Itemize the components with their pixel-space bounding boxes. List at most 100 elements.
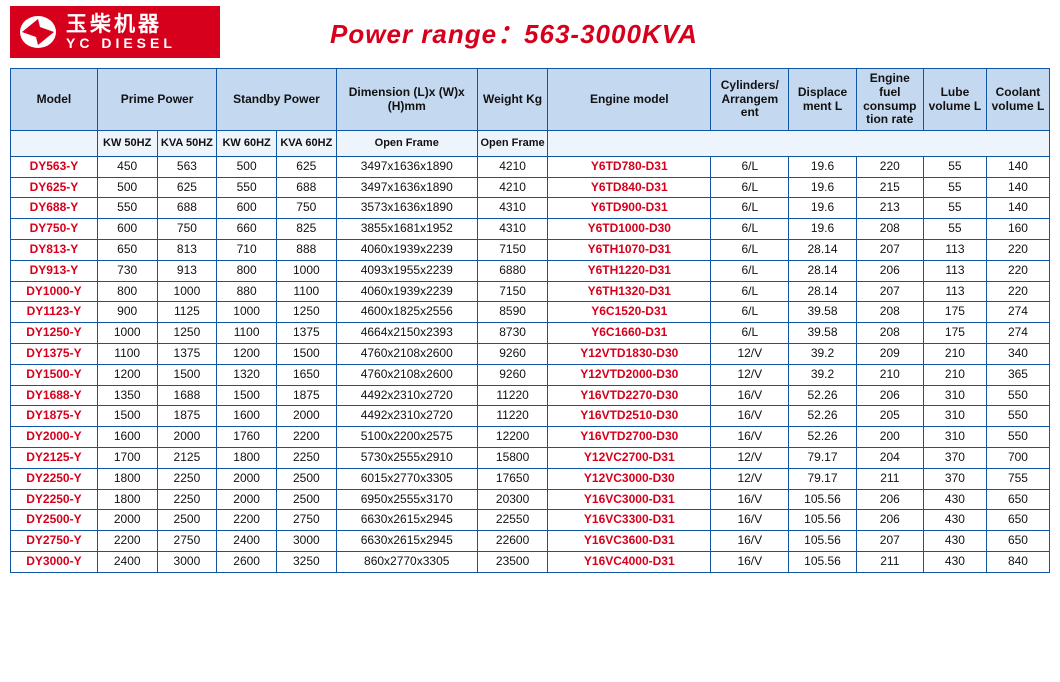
cell-dim: 860x2770x3305 (336, 551, 477, 572)
cell-dim: 4060x1939x2239 (336, 240, 477, 261)
table-row: DY1000-Y800100088011004060x1939x22397150… (11, 281, 1050, 302)
cell-kva50: 2250 (157, 468, 217, 489)
cell-lube: 210 (923, 364, 986, 385)
cell-cool: 140 (986, 156, 1049, 177)
cell-kw50: 900 (97, 302, 157, 323)
cell-kw50: 1100 (97, 344, 157, 365)
th-wt: Weight Kg (477, 69, 548, 131)
cell-disp: 19.6 (789, 198, 856, 219)
cell-fuel: 207 (856, 240, 923, 261)
th-openframe2: Open Frame (477, 131, 548, 157)
cell-fuel: 213 (856, 198, 923, 219)
cell-dim: 4060x1939x2239 (336, 281, 477, 302)
cell-kva50: 3000 (157, 551, 217, 572)
cell-fuel: 200 (856, 427, 923, 448)
cell-lube: 55 (923, 177, 986, 198)
cell-kva60: 3000 (276, 531, 336, 552)
th-engine: Engine model (548, 69, 711, 131)
cell-kva60: 1000 (276, 260, 336, 281)
table-row: DY1688-Y13501688150018754492x2310x272011… (11, 385, 1050, 406)
cell-kva50: 1125 (157, 302, 217, 323)
cell-model: DY813-Y (11, 240, 98, 261)
table-subheader-row: KW 50HZ KVA 50HZ KW 60HZ KVA 60HZ Open F… (11, 131, 1050, 157)
cell-engine: Y12VTD1830-D30 (548, 344, 711, 365)
cell-fuel: 205 (856, 406, 923, 427)
cell-wt: 7150 (477, 281, 548, 302)
cell-kw50: 650 (97, 240, 157, 261)
cell-dim: 4093x1955x2239 (336, 260, 477, 281)
cell-dim: 3497x1636x1890 (336, 177, 477, 198)
cell-model: DY563-Y (11, 156, 98, 177)
cell-lube: 113 (923, 240, 986, 261)
cell-lube: 430 (923, 551, 986, 572)
cell-dim: 6630x2615x2945 (336, 510, 477, 531)
cell-kva60: 1650 (276, 364, 336, 385)
cell-cool: 220 (986, 260, 1049, 281)
table-row: DY2250-Y18002250200025006015x2770x330517… (11, 468, 1050, 489)
cell-kw60: 710 (217, 240, 277, 261)
cell-engine: Y6TD1000-D30 (548, 219, 711, 240)
cell-kw60: 2600 (217, 551, 277, 572)
cell-model: DY2125-Y (11, 447, 98, 468)
cell-engine: Y16VC3600-D31 (548, 531, 711, 552)
cell-kva50: 1375 (157, 344, 217, 365)
cell-kva60: 625 (276, 156, 336, 177)
cell-lube: 210 (923, 344, 986, 365)
cell-dim: 4760x2108x2600 (336, 344, 477, 365)
cell-cyl: 12/V (711, 364, 789, 385)
cell-dim: 6015x2770x3305 (336, 468, 477, 489)
cell-kw50: 1600 (97, 427, 157, 448)
cell-dim: 3855x1681x1952 (336, 219, 477, 240)
cell-disp: 28.14 (789, 240, 856, 261)
cell-cyl: 6/L (711, 219, 789, 240)
th-model: Model (11, 69, 98, 131)
cell-cyl: 6/L (711, 302, 789, 323)
cell-wt: 8730 (477, 323, 548, 344)
cell-fuel: 206 (856, 385, 923, 406)
cell-cyl: 16/V (711, 427, 789, 448)
cell-kw60: 1320 (217, 364, 277, 385)
cell-lube: 175 (923, 302, 986, 323)
cell-engine: Y6TH1070-D31 (548, 240, 711, 261)
cell-kw50: 1350 (97, 385, 157, 406)
cell-lube: 430 (923, 489, 986, 510)
cell-engine: Y6C1520-D31 (548, 302, 711, 323)
cell-kva50: 2250 (157, 489, 217, 510)
th-openframe1: Open Frame (336, 131, 477, 157)
cell-disp: 79.17 (789, 447, 856, 468)
cell-cyl: 16/V (711, 551, 789, 572)
cell-fuel: 211 (856, 551, 923, 572)
cell-kva60: 688 (276, 177, 336, 198)
cell-cyl: 6/L (711, 240, 789, 261)
cell-kva50: 1500 (157, 364, 217, 385)
cell-kw60: 1600 (217, 406, 277, 427)
table-row: DY3000-Y2400300026003250860x2770x3305235… (11, 551, 1050, 572)
th-kw60: KW 60HZ (217, 131, 277, 157)
th-kva50: KVA 50HZ (157, 131, 217, 157)
cell-cool: 140 (986, 177, 1049, 198)
cell-disp: 52.26 (789, 406, 856, 427)
table-body: DY563-Y4505635006253497x1636x18904210Y6T… (11, 156, 1050, 572)
cell-cool: 650 (986, 531, 1049, 552)
cell-cool: 340 (986, 344, 1049, 365)
cell-fuel: 206 (856, 260, 923, 281)
cell-model: DY1500-Y (11, 364, 98, 385)
cell-kw60: 1000 (217, 302, 277, 323)
cell-cool: 365 (986, 364, 1049, 385)
cell-kw50: 1800 (97, 489, 157, 510)
cell-cyl: 6/L (711, 177, 789, 198)
cell-lube: 113 (923, 281, 986, 302)
cell-engine: Y16VTD2270-D30 (548, 385, 711, 406)
cell-kva50: 2000 (157, 427, 217, 448)
cell-kw60: 1100 (217, 323, 277, 344)
cell-kw50: 730 (97, 260, 157, 281)
cell-kw60: 1500 (217, 385, 277, 406)
cell-kva50: 2500 (157, 510, 217, 531)
page: 玉柴机器 YC DIESEL Power range：563-3000KVA M… (0, 0, 1060, 583)
cell-wt: 11220 (477, 406, 548, 427)
cell-kw60: 1200 (217, 344, 277, 365)
cell-kva50: 563 (157, 156, 217, 177)
table-row: DY2750-Y22002750240030006630x2615x294522… (11, 531, 1050, 552)
table-row: DY813-Y6508137108884060x1939x22397150Y6T… (11, 240, 1050, 261)
cell-engine: Y12VC3000-D30 (548, 468, 711, 489)
